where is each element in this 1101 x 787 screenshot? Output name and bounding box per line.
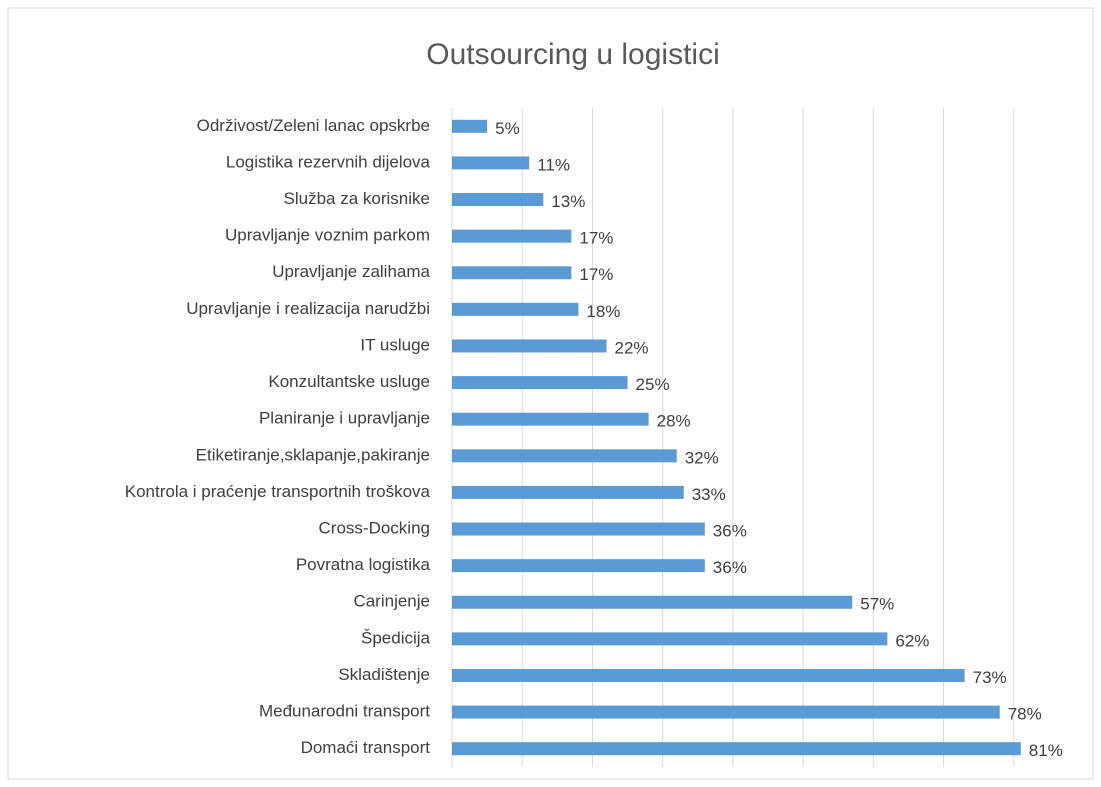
y-tick-label: Upravljanje zalihama [272,262,430,281]
data-label: 11% [537,155,570,174]
y-tick-label: IT usluge [360,335,430,354]
data-label: 78% [1008,705,1042,724]
data-label: 36% [713,522,747,541]
bar [452,156,530,170]
bar [452,376,628,390]
data-label: 18% [586,302,620,321]
bar [452,485,684,499]
data-label: 32% [685,448,719,467]
data-label: 81% [1029,741,1063,760]
y-tick-label: Upravljanje voznim parkom [225,226,430,245]
bar [452,705,1000,719]
y-tick-label: Špedicija [361,628,431,647]
bar [452,266,572,280]
y-tick-label: Planiranje i upravljanje [259,409,430,428]
bar [452,302,579,316]
y-tick-label: Kontrola i praćenje transportnih troškov… [125,482,431,501]
y-tick-label: Domaći transport [301,738,431,757]
y-tick-label: Logistika rezervnih dijelova [226,152,431,171]
y-tick-label: Upravljanje i realizacija narudžbi [186,299,430,318]
bar [452,742,1021,756]
data-label: 22% [614,338,648,357]
bar [452,193,544,207]
y-tick-label: Konzultantske usluge [268,372,430,391]
data-label: 62% [895,631,929,650]
data-label: 28% [657,412,691,431]
y-tick-label: Služba za korisnike [284,189,430,208]
y-tick-label: Cross-Docking [319,519,430,538]
data-label: 73% [973,668,1007,687]
y-tick-label: Održivost/Zeleni lanac opskrbe [197,116,430,135]
y-tick-label: Skladištenje [338,665,430,684]
data-label: 5% [495,119,520,138]
data-label: 33% [692,485,726,504]
bar [452,559,705,573]
data-label: 57% [860,595,894,614]
chart-frame [7,7,1094,780]
bar [452,522,705,536]
bar [452,229,572,243]
bar [452,668,965,682]
y-tick-label: Međunarodni transport [259,702,430,721]
chart-title: Outsourcing u logistici [426,38,719,71]
bar [452,449,677,463]
y-tick-label: Povratna logistika [296,555,431,574]
y-tick-label: Carinjenje [353,592,430,611]
bar [452,632,888,646]
bar [452,339,607,353]
data-label: 13% [551,192,585,211]
y-tick-label: Etiketiranje,sklapanje,pakiranje [196,445,430,464]
bar [452,595,853,609]
data-label: 17% [579,229,613,248]
data-label: 17% [579,265,613,284]
bar [452,412,649,426]
data-label: 36% [713,558,747,577]
bar [452,119,488,133]
data-label: 25% [636,375,670,394]
